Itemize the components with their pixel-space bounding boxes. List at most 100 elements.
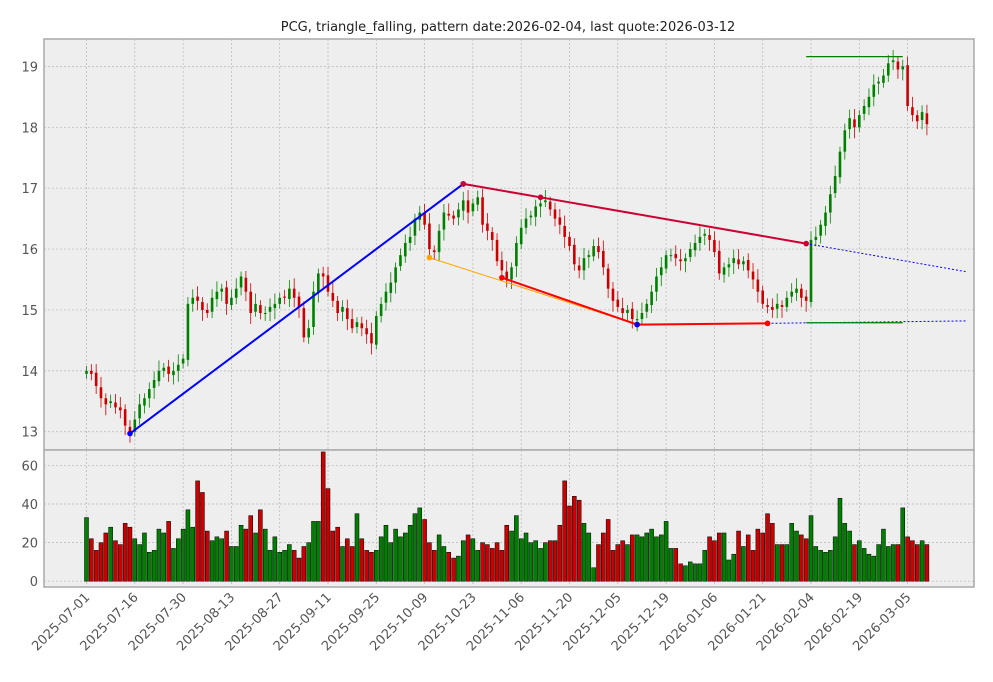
volume-bar bbox=[417, 507, 423, 582]
candle-body bbox=[626, 309, 629, 313]
volume-bar bbox=[528, 542, 534, 582]
volume-bar bbox=[881, 528, 886, 582]
volume-bar bbox=[755, 528, 761, 582]
candle-body bbox=[790, 291, 793, 297]
candle-body bbox=[263, 313, 267, 314]
candle-body bbox=[297, 296, 301, 307]
candle-body bbox=[336, 300, 339, 313]
volume-bar bbox=[388, 542, 394, 582]
volume-bar bbox=[514, 515, 519, 582]
volume-bar bbox=[475, 550, 480, 582]
candle-body bbox=[882, 75, 885, 83]
volume-bar bbox=[924, 544, 930, 582]
volume-bar bbox=[562, 480, 567, 582]
volume-bar bbox=[316, 521, 321, 582]
candle-body bbox=[780, 305, 784, 307]
volume-bar bbox=[518, 538, 524, 582]
candle-body bbox=[147, 389, 151, 399]
candle-body bbox=[94, 372, 98, 387]
candle-body bbox=[727, 264, 731, 268]
volume-bar bbox=[267, 550, 273, 582]
candle-body bbox=[403, 242, 407, 257]
candle-body bbox=[167, 366, 170, 374]
candle-body bbox=[563, 225, 566, 237]
volume-bar bbox=[219, 538, 224, 582]
upper-trend-line-point bbox=[537, 194, 544, 201]
candle-body bbox=[630, 308, 634, 320]
volume-bar bbox=[403, 532, 408, 582]
volume-bar bbox=[634, 534, 640, 582]
volume-tick-label: 20 bbox=[21, 537, 38, 552]
price-axis-ticks: 13 14 15 16 17 18 19 bbox=[21, 60, 38, 440]
candle-body bbox=[486, 223, 489, 231]
volume-bar bbox=[393, 528, 398, 582]
volume-bar bbox=[808, 515, 814, 582]
candle-body bbox=[920, 112, 924, 120]
volume-bars bbox=[84, 451, 930, 582]
lower-pivot-point bbox=[634, 321, 640, 328]
candle-body bbox=[128, 426, 132, 432]
candle-body bbox=[708, 235, 711, 240]
volume-bar bbox=[601, 532, 606, 582]
volume-bar bbox=[741, 546, 746, 582]
upper-trend-line-point bbox=[803, 240, 809, 247]
candle-body bbox=[664, 255, 668, 269]
candle-body bbox=[848, 118, 851, 130]
volume-bar bbox=[572, 496, 577, 582]
volume-bar bbox=[84, 517, 89, 582]
candle-body bbox=[326, 275, 330, 292]
volume-bar bbox=[615, 544, 621, 582]
volume-bar bbox=[441, 546, 447, 582]
volume-bar bbox=[427, 542, 432, 582]
volume-bar bbox=[142, 532, 147, 582]
candle-body bbox=[133, 419, 137, 432]
volume-bar bbox=[702, 550, 707, 582]
upper-trend-line-point bbox=[460, 181, 467, 187]
candle-body bbox=[616, 299, 620, 307]
candle-body bbox=[191, 297, 195, 304]
alt-lower-line-point bbox=[426, 254, 433, 261]
candle-body bbox=[621, 308, 624, 313]
candle-body bbox=[886, 63, 890, 76]
volume-bar bbox=[185, 509, 191, 582]
pattern-annotations bbox=[127, 56, 966, 437]
candle-body bbox=[307, 328, 310, 338]
volume-bar bbox=[726, 559, 732, 582]
volume-bar bbox=[639, 536, 645, 582]
candle-body bbox=[360, 323, 364, 329]
candle-body bbox=[225, 287, 228, 304]
candle-body bbox=[568, 236, 571, 247]
candle-body bbox=[746, 260, 750, 271]
candle-body bbox=[800, 288, 803, 298]
candle-body bbox=[268, 306, 272, 312]
volume-bar bbox=[470, 538, 476, 582]
candle-body bbox=[476, 197, 480, 205]
volume-bar bbox=[794, 530, 799, 582]
volume-bar bbox=[678, 563, 683, 582]
volume-bar bbox=[828, 550, 833, 582]
candle-body bbox=[452, 215, 455, 219]
candle-body bbox=[829, 194, 832, 213]
candle-body bbox=[490, 232, 494, 240]
volume-tick-label: 60 bbox=[21, 459, 38, 474]
volume-bar bbox=[760, 532, 765, 582]
candle-body bbox=[379, 303, 383, 317]
volume-bar bbox=[233, 546, 239, 582]
candle-body bbox=[254, 303, 257, 312]
candle-body bbox=[138, 404, 141, 419]
candle-body bbox=[722, 267, 726, 275]
candle-body bbox=[867, 96, 871, 108]
candle-body bbox=[795, 288, 798, 293]
candle-body bbox=[399, 255, 402, 267]
candle-body bbox=[785, 297, 789, 307]
candle-body bbox=[645, 303, 649, 312]
candle-body bbox=[230, 297, 233, 306]
volume-bar bbox=[504, 525, 509, 582]
price-tick-label: 15 bbox=[21, 304, 38, 319]
volume-bar bbox=[779, 544, 785, 582]
volume-bar bbox=[122, 523, 128, 582]
volume-bar bbox=[296, 557, 302, 582]
candle-body bbox=[466, 200, 470, 213]
candle-body bbox=[592, 246, 595, 257]
